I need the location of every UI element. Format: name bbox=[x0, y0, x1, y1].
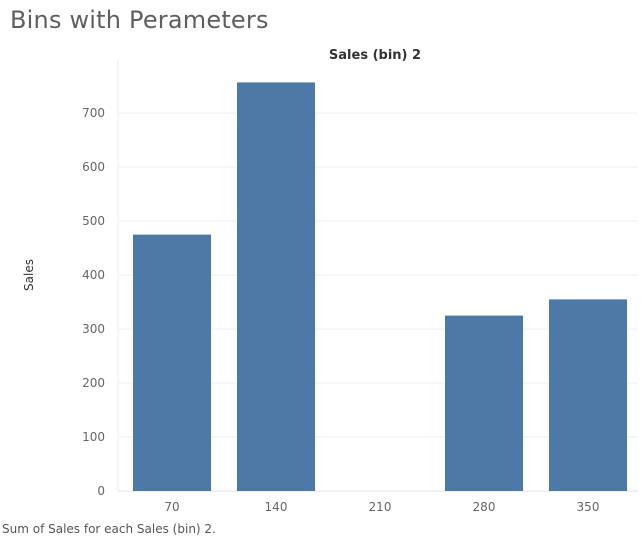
y-tick-label: 700 bbox=[82, 106, 105, 120]
bar[interactable] bbox=[445, 315, 523, 491]
page-title: Bins with Perameters bbox=[10, 6, 269, 34]
x-axis-ticks: 70 140 210 280 350 bbox=[164, 500, 599, 514]
bars bbox=[133, 82, 627, 492]
y-tick-label: 600 bbox=[82, 160, 105, 174]
x-tick-label: 280 bbox=[473, 500, 496, 514]
y-tick-label: 200 bbox=[82, 376, 105, 390]
y-tick-label: 400 bbox=[82, 268, 105, 282]
chart-header: Sales (bin) 2 bbox=[328, 48, 422, 63]
bar[interactable] bbox=[549, 299, 627, 491]
y-tick-label: 300 bbox=[82, 322, 105, 336]
y-tick-label: 100 bbox=[82, 430, 105, 444]
y-axis-ticks: 0 100 200 300 400 500 600 700 bbox=[82, 106, 105, 498]
y-tick-label: 500 bbox=[82, 214, 105, 228]
y-tick-label: 0 bbox=[97, 484, 105, 498]
bar[interactable] bbox=[133, 234, 211, 491]
x-tick-label: 350 bbox=[577, 500, 600, 514]
chart-caption: Sum of Sales for each Sales (bin) 2. bbox=[2, 522, 216, 536]
x-tick-label: 140 bbox=[265, 500, 288, 514]
x-tick-label: 210 bbox=[369, 500, 392, 514]
x-tick-label: 70 bbox=[164, 500, 179, 514]
bar-chart: 0 100 200 300 400 500 600 700 70 140 210 280 350 bbox=[82, 60, 638, 514]
bar[interactable] bbox=[237, 82, 315, 492]
